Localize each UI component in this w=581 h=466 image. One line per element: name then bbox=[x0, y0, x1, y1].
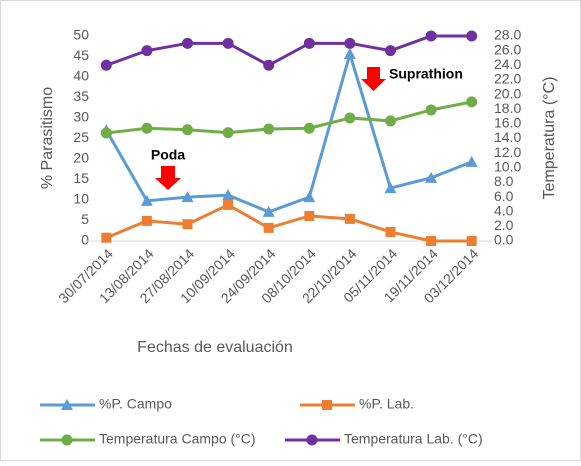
data-point bbox=[384, 182, 397, 194]
y2-tick-label: 2.0 bbox=[494, 217, 514, 233]
y2-tick-label: 8.0 bbox=[494, 173, 514, 189]
y-tick-label: 20 bbox=[73, 150, 89, 166]
data-point bbox=[466, 30, 478, 42]
y2-tick-label: 14.0 bbox=[494, 129, 521, 145]
data-point bbox=[222, 127, 234, 139]
data-point bbox=[100, 127, 112, 139]
y2-tick-label: 6.0 bbox=[494, 188, 514, 204]
y-tick-label: 15 bbox=[73, 170, 89, 186]
data-point bbox=[182, 219, 193, 230]
legend-marker bbox=[322, 400, 332, 410]
y2-tick-label: 4.0 bbox=[494, 202, 514, 218]
y-tick-label: 0 bbox=[81, 232, 89, 248]
data-point bbox=[426, 236, 437, 246]
y2-tick-label: 10.0 bbox=[494, 158, 521, 174]
legend-marker bbox=[61, 399, 73, 410]
data-point bbox=[344, 112, 356, 124]
data-point bbox=[425, 104, 437, 116]
y-tick-label: 30 bbox=[73, 109, 89, 125]
data-point bbox=[466, 236, 477, 246]
y2-tick-label: 24.0 bbox=[494, 56, 521, 72]
data-point bbox=[303, 37, 315, 49]
data-point bbox=[182, 124, 193, 136]
y2-tick-label: 18.0 bbox=[494, 100, 521, 116]
data-point bbox=[344, 37, 356, 49]
data-point bbox=[262, 205, 275, 217]
y-tick-label: 25 bbox=[73, 129, 89, 145]
legend-label: %P. Campo bbox=[99, 396, 172, 412]
legend-marker bbox=[61, 434, 73, 446]
data-point bbox=[223, 199, 234, 210]
y-axis-label: % Parasitismo bbox=[39, 87, 56, 189]
annotation: Poda bbox=[151, 147, 185, 163]
series-line bbox=[105, 34, 472, 67]
legend-label: Temperatura Lab. (°C) bbox=[344, 431, 483, 447]
y-tick-label: 5 bbox=[81, 211, 89, 227]
annotation-arrow bbox=[361, 67, 386, 91]
data-point bbox=[425, 30, 437, 42]
data-point bbox=[425, 171, 438, 183]
y2-tick-label: 28.0 bbox=[494, 27, 521, 43]
data-point bbox=[385, 226, 396, 237]
data-point bbox=[263, 222, 274, 233]
legend-label: Temperatura Campo (°C) bbox=[99, 431, 256, 447]
y-tick-label: 40 bbox=[73, 68, 89, 84]
data-point bbox=[344, 213, 355, 224]
data-point bbox=[140, 194, 153, 206]
data-point bbox=[222, 189, 235, 201]
data-point bbox=[465, 155, 478, 167]
y2-tick-label: 16.0 bbox=[494, 115, 521, 131]
y2-tick-label: 12.0 bbox=[494, 144, 521, 160]
series-line bbox=[106, 100, 472, 135]
data-point bbox=[141, 45, 153, 57]
data-point bbox=[141, 215, 152, 226]
data-point bbox=[141, 122, 153, 134]
annotation: Suprathion bbox=[389, 66, 463, 82]
y2-tick-label: 26.0 bbox=[494, 41, 521, 57]
data-point bbox=[466, 96, 478, 108]
data-point bbox=[385, 45, 396, 57]
legend-marker bbox=[306, 434, 318, 446]
data-point bbox=[303, 122, 315, 134]
y-tick-label: 35 bbox=[73, 88, 89, 104]
data-point bbox=[222, 37, 234, 49]
y2-axis-label: Temperatura (°C) bbox=[541, 77, 558, 200]
data-point bbox=[263, 59, 275, 71]
data-point bbox=[101, 232, 112, 243]
y-tick-label: 50 bbox=[73, 27, 89, 43]
data-point bbox=[263, 123, 275, 135]
data-point bbox=[343, 48, 356, 60]
data-point bbox=[303, 191, 316, 203]
y2-tick-label: 22.0 bbox=[494, 71, 521, 87]
data-point bbox=[100, 59, 112, 71]
data-point bbox=[385, 115, 396, 127]
y-tick-label: 45 bbox=[73, 47, 89, 63]
y2-tick-label: 0.0 bbox=[494, 232, 514, 248]
series-line bbox=[105, 203, 472, 243]
series-line bbox=[105, 48, 473, 214]
data-point bbox=[304, 210, 315, 221]
x-axis-label: Fechas de evaluación bbox=[137, 339, 293, 356]
y2-tick-label: 20.0 bbox=[494, 85, 521, 101]
y-tick-label: 10 bbox=[73, 191, 89, 207]
data-point bbox=[182, 37, 193, 49]
annotation-arrow bbox=[155, 166, 181, 190]
legend-label: %P. Lab. bbox=[359, 396, 414, 412]
data-point bbox=[181, 191, 194, 203]
